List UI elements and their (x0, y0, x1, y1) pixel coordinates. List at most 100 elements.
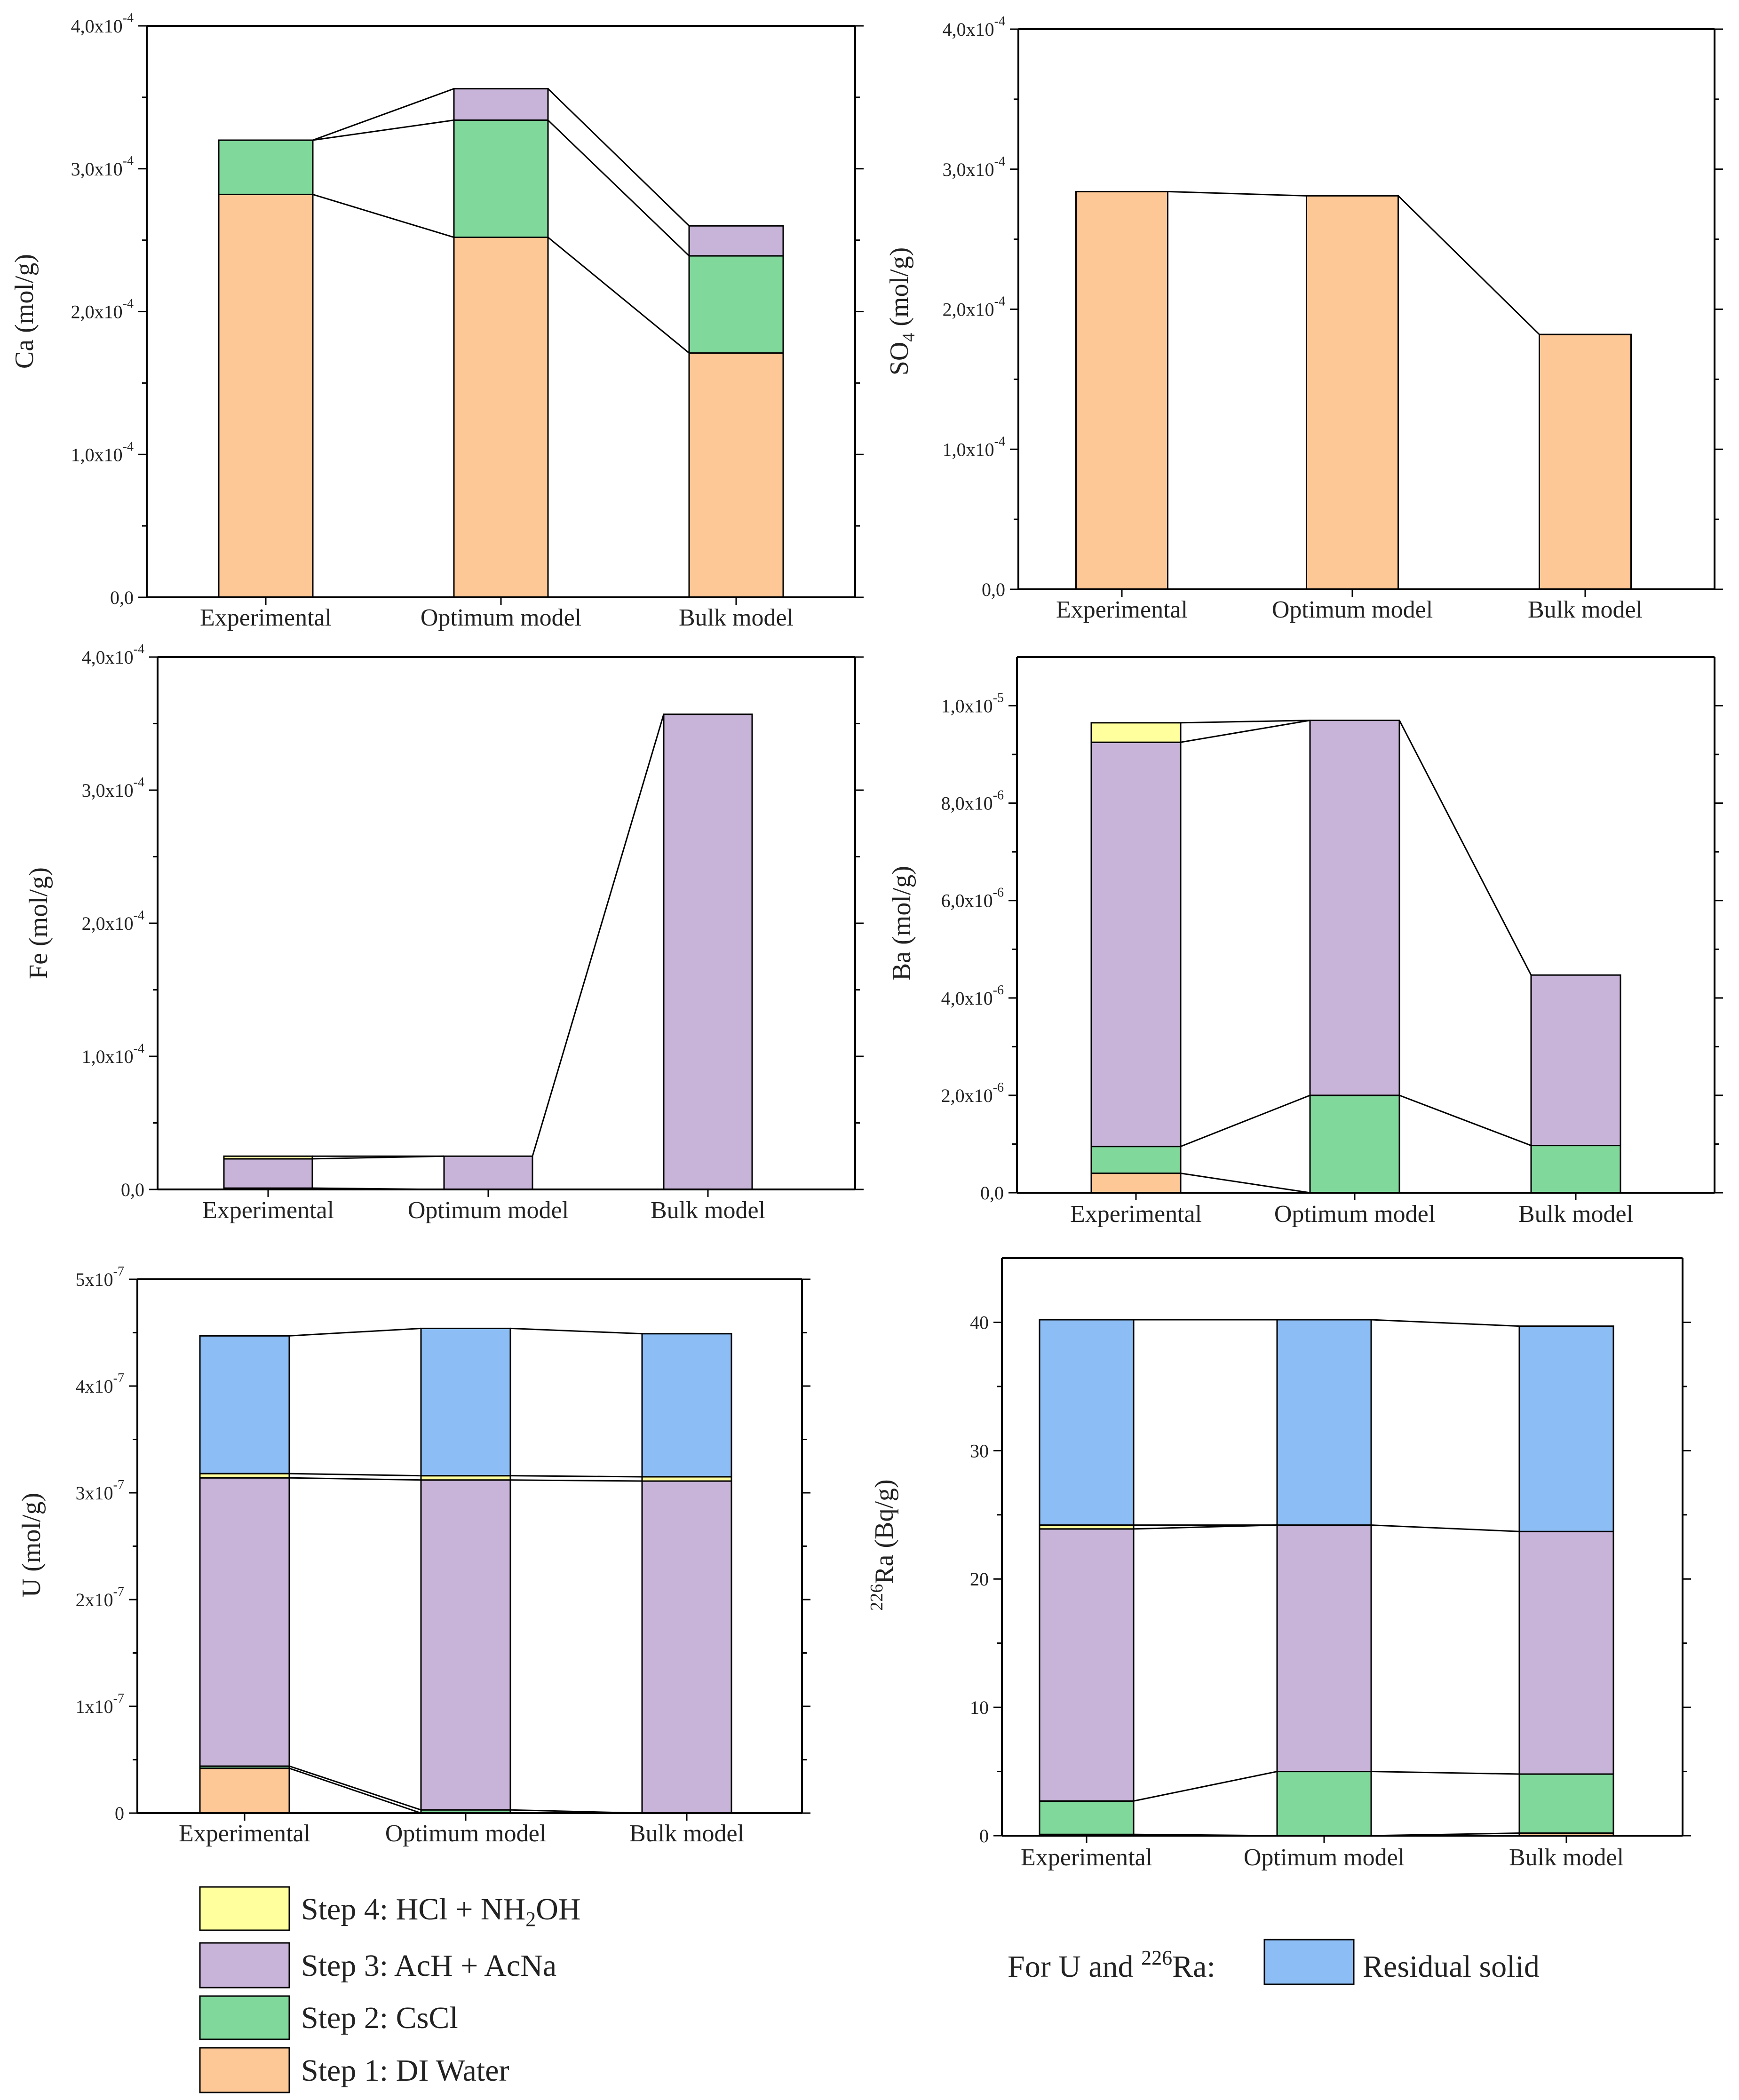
x-tick-label: Bulk model (651, 1197, 765, 1224)
chart-ba: 0,0 2,0x10-6 4,0x10-6 6,0x10-6 8,0x10-6 1,0x1… (887, 656, 1723, 1228)
legend-swatch-step4 (199, 1886, 290, 1931)
y-axis-title: 226Ra (Bq/g) (867, 1479, 899, 1610)
connector-line (1371, 1319, 1520, 1327)
connector-line (1399, 1094, 1532, 1146)
legend-label-residual: Residual solid (1363, 1949, 1540, 1984)
bars-ra226 (1039, 1319, 1614, 1837)
axes-so4: 0,0 1,0x10-4 2,0x10-4 3,0x10-4 4,0x10-4 Exper… (943, 14, 1723, 623)
axes-u: 0 1x10-7 2x10-7 3x10-7 4x10-7 5x10-7 Experimen… (76, 1264, 810, 1847)
y-tick-label: 10 (970, 1697, 989, 1718)
y-tick-label: 4,0x10-6 (941, 983, 1004, 1009)
x-tick-label: Optimum model (1244, 1844, 1405, 1871)
bar-ra226-step3 (1276, 1524, 1372, 1773)
bars-ca (218, 88, 784, 598)
connector-line (1133, 1771, 1278, 1802)
bar-u-step3 (641, 1480, 732, 1814)
connectors-so4 (1167, 190, 1540, 335)
y-tick-label: 0,0 (982, 579, 1005, 600)
bar-so4-step1 (1075, 190, 1168, 590)
y-tick-label: 0 (979, 1825, 989, 1846)
x-tick-label: Optimum model (385, 1820, 546, 1847)
connector-line (510, 1327, 643, 1335)
legend-label-step4: Step 4: HCl + NH2OH (301, 1892, 581, 1931)
axes-ba: 0,0 2,0x10-6 4,0x10-6 6,0x10-6 8,0x10-6 1,0x1… (941, 656, 1723, 1228)
x-tick-label: Experimental (202, 1197, 334, 1224)
bar-ba-step4 (1090, 722, 1182, 743)
bar-ca-step3 (688, 225, 784, 257)
bar-ra226-residual (1276, 1319, 1372, 1526)
y-tick-label: 4,0x10-4 (82, 642, 144, 668)
y-axis-title: Ca (mol/g) (10, 254, 39, 369)
y-axis-title: SO4 (mol/g) (885, 247, 919, 376)
x-tick-label: Experimental (1021, 1844, 1152, 1871)
legend-swatch-residual (1263, 1939, 1355, 1985)
x-tick-label: Experimental (200, 604, 332, 631)
legend-label-step2: Step 2: CsCl (301, 2001, 458, 2035)
bar-so4-step1 (1306, 195, 1399, 590)
x-tick-label: Optimum model (1274, 1201, 1435, 1228)
x-tick-label: Experimental (1056, 596, 1188, 623)
y-tick-label: 1,0x10-4 (943, 434, 1005, 460)
x-tick-label: Optimum model (421, 604, 581, 631)
bar-ra226-step2 (1276, 1771, 1372, 1837)
y-tick-label: 3,0x10-4 (71, 154, 134, 180)
x-tick-label: Optimum model (1272, 596, 1433, 623)
chart-fe: 0,0 1,0x10-4 2,0x10-4 3,0x10-4 4,0x10-4 Exper… (24, 642, 864, 1224)
axes-ra226: 0 10 20 30 40 Experimental Optimum model Bulk m… (970, 1257, 1691, 1871)
connector-line (289, 1477, 421, 1481)
bar-ra226-residual (1039, 1319, 1135, 1526)
y-tick-label: 4x10-7 (76, 1371, 124, 1397)
bar-ra226-step3 (1518, 1530, 1614, 1775)
chart-so4: 0,0 1,0x10-4 2,0x10-4 3,0x10-4 4,0x10-4 Exper… (885, 14, 1723, 623)
connector-line (1180, 720, 1310, 724)
connectors-ba (1180, 720, 1532, 1194)
y-tick-label: 4,0x10-4 (71, 11, 134, 37)
y-tick-label: 2,0x10-4 (82, 908, 144, 934)
legend-swatch-step1 (199, 2047, 290, 2093)
bar-ba-step1 (1090, 1173, 1182, 1194)
bar-ra226-residual (1518, 1325, 1614, 1532)
connector-line (532, 714, 665, 1157)
legend-label-step1: Step 1: DI Water (301, 2053, 509, 2088)
x-tick-label: Bulk model (1518, 1201, 1633, 1228)
y-tick-label: 0,0 (121, 1179, 144, 1200)
x-tick-label: Experimental (179, 1820, 310, 1847)
bars-so4 (1075, 190, 1632, 590)
y-tick-label: 20 (970, 1569, 989, 1590)
bar-so4-step1 (1539, 333, 1632, 590)
y-tick-label: 40 (970, 1312, 989, 1333)
x-tick-label: Bulk model (629, 1820, 744, 1847)
bar-fe-step3 (223, 1158, 313, 1189)
y-tick-label: 2,0x10-4 (71, 297, 134, 323)
connector-line (289, 1473, 421, 1477)
legend-label-step3: Step 3: AcH + AcNa (301, 1949, 556, 1983)
bar-ca-step1 (688, 352, 784, 598)
connector-line (547, 119, 690, 257)
axes-fe: 0,0 1,0x10-4 2,0x10-4 3,0x10-4 4,0x10-4 Exper… (82, 642, 864, 1224)
x-tick-label: Experimental (1070, 1201, 1202, 1228)
y-tick-label: 1x10-7 (76, 1691, 124, 1717)
bar-u-step3 (420, 1479, 511, 1811)
x-tick-label: Bulk model (1528, 596, 1643, 623)
bar-ra226-step2 (1518, 1773, 1614, 1834)
bars-fe (223, 713, 753, 1190)
y-axis-title: Ba (mol/g) (887, 866, 916, 981)
bars-ba (1090, 720, 1621, 1194)
y-tick-label: 2,0x10-6 (941, 1080, 1004, 1106)
y-tick-label: 5x10-7 (76, 1264, 124, 1290)
bar-ra226-step3 (1039, 1528, 1135, 1802)
bar-fe-step4 (223, 1155, 313, 1160)
x-tick-label: Bulk model (1509, 1844, 1624, 1871)
connector-line (547, 88, 690, 227)
x-tick-label: Bulk model (679, 604, 794, 631)
connector-line (1371, 1771, 1520, 1775)
y-tick-label: 3,0x10-4 (82, 775, 144, 801)
bar-ca-step2 (688, 255, 784, 354)
y-tick-label: 0,0 (980, 1182, 1004, 1204)
legend-swatch-step3 (199, 1942, 290, 1989)
y-tick-label: 4,0x10-4 (943, 14, 1005, 40)
connector-line (510, 1475, 643, 1478)
bar-ca-step2 (453, 119, 549, 238)
bar-ba-step2 (1309, 1094, 1400, 1194)
